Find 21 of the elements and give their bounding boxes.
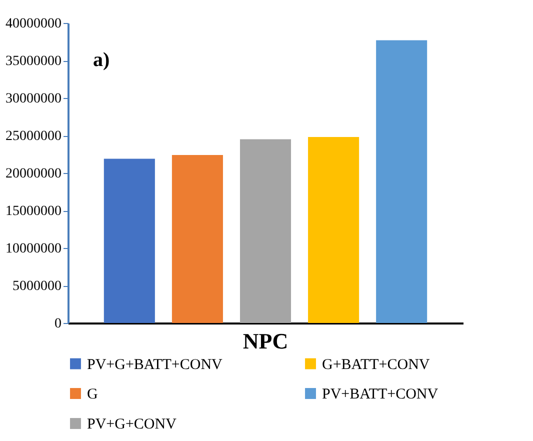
legend-label: G — [87, 386, 98, 402]
x-tick-label: NPC — [242, 328, 288, 354]
annotation: a) — [93, 49, 110, 71]
y-tick-label: 15000000 — [6, 204, 62, 219]
bar — [104, 158, 155, 323]
y-tick-label: 10000000 — [6, 242, 62, 256]
y-tick-label: 0 — [54, 316, 62, 332]
y-tick-label: 25000000 — [6, 129, 62, 144]
y-tick-label: 30000000 — [6, 92, 62, 106]
legend-label: G+BATT+CONV — [322, 356, 430, 373]
y-tick-label: 40000000 — [6, 16, 62, 32]
legend-label: PV+G+CONV — [87, 416, 177, 432]
bar — [172, 155, 223, 323]
y-tick-label: 5000000 — [12, 279, 62, 294]
bar — [308, 137, 360, 323]
bar — [240, 139, 292, 323]
legend-label: PV+G+BATT+CONV — [87, 356, 223, 373]
y-tick-label: 35000000 — [6, 54, 62, 69]
legend-label: PV+BATT+CONV — [322, 386, 438, 402]
bar — [376, 40, 428, 323]
y-tick-label: 20000000 — [6, 166, 62, 182]
